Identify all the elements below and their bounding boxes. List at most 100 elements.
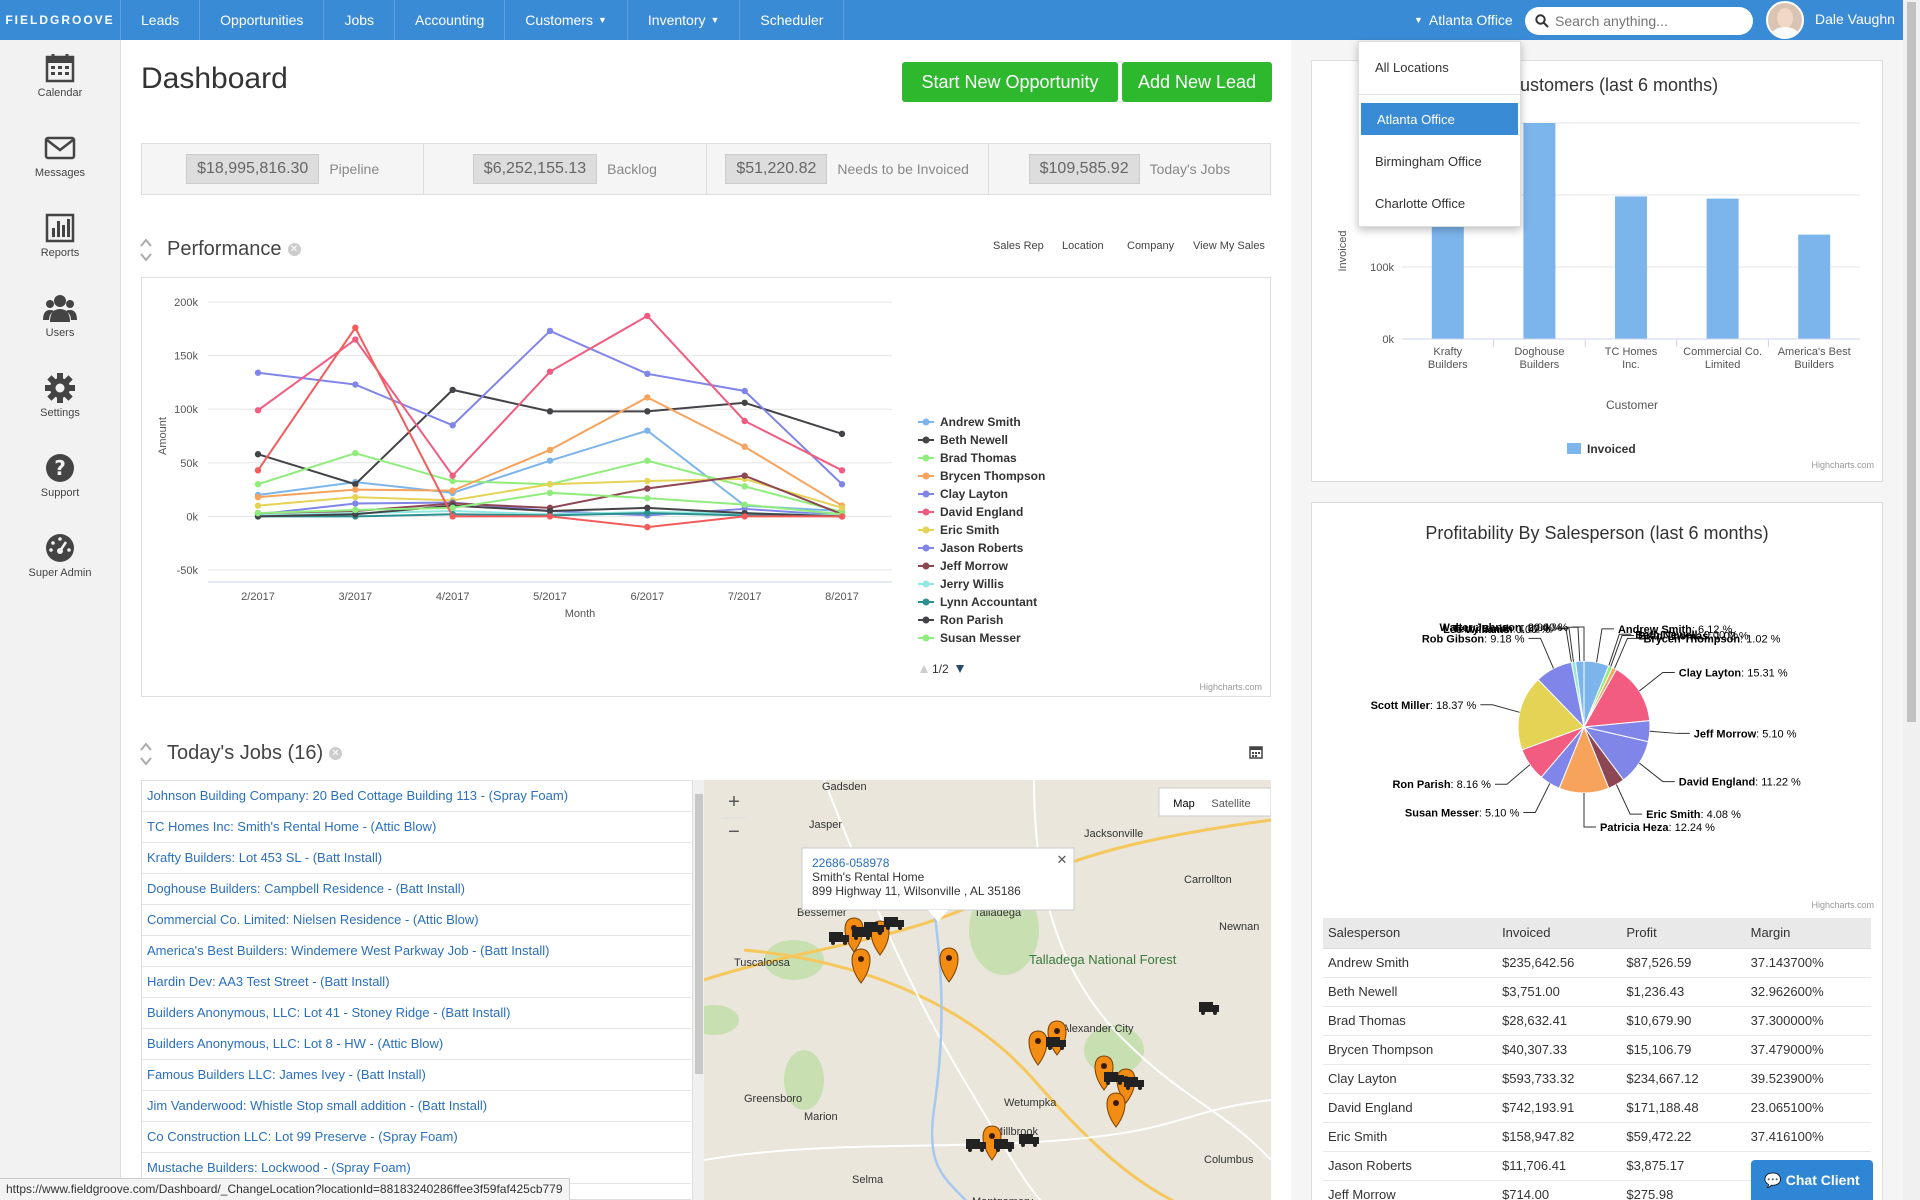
location-option-all[interactable]: All Locations — [1375, 60, 1449, 75]
data-point[interactable] — [352, 481, 359, 488]
map-pin-icon[interactable] — [851, 948, 871, 984]
nav-jobs[interactable]: Jobs — [324, 0, 396, 40]
legend-item[interactable]: Jerry Willis — [940, 577, 1004, 591]
sidebar-item-reports[interactable]: Reports — [0, 212, 120, 282]
data-point[interactable] — [546, 327, 554, 335]
data-point[interactable] — [644, 427, 651, 434]
table-row[interactable]: Clay Layton $593,733.32 $234,667.12 39.5239… — [1323, 1064, 1871, 1094]
data-point[interactable] — [644, 485, 651, 492]
data-point[interactable] — [838, 481, 846, 488]
job-list-item[interactable]: Krafty Builders: Lot 453 SL - (Batt Inst… — [142, 843, 691, 874]
close-icon[interactable]: ✕ — [329, 747, 343, 761]
data-point[interactable] — [741, 501, 748, 508]
data-point[interactable] — [741, 513, 748, 520]
data-point[interactable] — [741, 399, 748, 406]
bar[interactable] — [1523, 123, 1556, 339]
data-point[interactable] — [352, 324, 359, 331]
highcharts-credit[interactable]: Highcharts.com — [1199, 682, 1262, 692]
zoom-out-button[interactable]: − — [728, 821, 740, 843]
highcharts-credit[interactable]: Highcharts.com — [1811, 460, 1874, 470]
truck-icon[interactable] — [1124, 1077, 1144, 1090]
filter-view-my-sales[interactable]: View My Sales — [1193, 240, 1265, 252]
job-list-item[interactable]: TC Homes Inc: Smith's Rental Home - (Att… — [142, 812, 691, 843]
truck-icon[interactable] — [829, 932, 849, 945]
truck-icon[interactable] — [1104, 1072, 1124, 1085]
truck-icon[interactable] — [994, 1139, 1014, 1152]
job-list-item[interactable]: Hardin Dev: AA3 Test Street - (Batt Inst… — [142, 967, 691, 998]
data-point[interactable] — [546, 481, 554, 488]
job-list-item[interactable]: Builders Anonymous, LLC: Lot 41 - Stoney… — [142, 998, 691, 1029]
info-window-link[interactable]: 22686-058978 — [812, 856, 890, 870]
legend-next-icon[interactable] — [956, 665, 964, 673]
data-point[interactable] — [741, 472, 748, 479]
table-row[interactable]: Brycen Thompson $40,307.33 $15,106.79 37.47… — [1323, 1035, 1871, 1065]
data-point[interactable] — [838, 513, 846, 520]
legend-item[interactable]: Jeff Morrow — [940, 559, 1009, 573]
data-point[interactable] — [352, 506, 359, 514]
job-list-item[interactable]: America's Best Builders: Windemere West … — [142, 936, 691, 967]
data-point[interactable] — [449, 472, 456, 479]
data-point[interactable] — [254, 451, 262, 458]
zoom-in-button[interactable]: + — [728, 791, 740, 813]
collapse-toggle-icon[interactable] — [140, 237, 152, 263]
data-point[interactable] — [254, 502, 262, 509]
legend-item[interactable]: Susan Messer — [940, 631, 1021, 645]
data-point[interactable] — [741, 483, 748, 490]
legend-item[interactable]: Beth Newell — [940, 433, 1008, 447]
truck-icon[interactable] — [966, 1139, 986, 1152]
filter-company[interactable]: Company — [1127, 240, 1175, 252]
job-list-item[interactable]: Commercial Co. Limited: Nielsen Residenc… — [142, 905, 691, 936]
sidebar-item-messages[interactable]: Messages — [0, 132, 120, 202]
column-header[interactable]: Profit — [1621, 918, 1746, 949]
job-list-item[interactable]: Doghouse Builders: Campbell Residence - … — [142, 874, 691, 905]
job-list-item[interactable]: Builders Anonymous, LLC: Lot 8 - HW - (A… — [142, 1029, 691, 1060]
data-point[interactable] — [449, 477, 456, 485]
data-point[interactable] — [838, 504, 846, 512]
highcharts-credit[interactable]: Highcharts.com — [1811, 900, 1874, 910]
map-type-map-button[interactable]: Map — [1173, 798, 1194, 810]
window-scrollbar[interactable] — [1903, 0, 1920, 1200]
nav-customers[interactable]: Customers ▼ — [505, 0, 628, 40]
sidebar-item-super-admin[interactable]: Super Admin — [0, 532, 120, 602]
data-point[interactable] — [449, 513, 456, 520]
column-header[interactable]: Invoiced — [1497, 918, 1622, 949]
stat-todays-jobs[interactable]: $109,585.92 Today's Jobs — [989, 144, 1270, 194]
legend-item[interactable]: Brycen Thompson — [940, 469, 1045, 483]
bar[interactable] — [1798, 234, 1831, 339]
bar[interactable] — [1706, 198, 1739, 339]
job-list-item[interactable]: Famous Builders LLC: James Ivey - (Batt … — [142, 1060, 691, 1091]
legend-item[interactable]: Ron Parish — [940, 613, 1003, 627]
data-point[interactable] — [644, 509, 651, 517]
data-point[interactable] — [644, 504, 651, 512]
data-point[interactable] — [546, 446, 554, 454]
sidebar-item-users[interactable]: Users — [0, 292, 120, 362]
nav-inventory[interactable]: Inventory ▼ — [628, 0, 741, 40]
data-point[interactable] — [449, 386, 456, 394]
data-point[interactable] — [254, 509, 262, 517]
data-point[interactable] — [546, 368, 554, 375]
stat-needs-invoiced[interactable]: $51,220.82 Needs to be Invoiced — [707, 144, 989, 194]
truck-icon[interactable] — [1046, 1037, 1066, 1050]
truck-icon[interactable] — [1199, 1002, 1219, 1015]
add-new-lead-button[interactable]: Add New Lead — [1122, 62, 1272, 102]
chat-client-button[interactable]: 💬 Chat Client — [1751, 1160, 1873, 1200]
legend-item[interactable]: Lynn Accountant — [940, 595, 1037, 609]
data-point[interactable] — [352, 500, 359, 507]
data-point[interactable] — [644, 312, 651, 320]
user-name[interactable]: Dale Vaughn — [1815, 11, 1895, 27]
location-selector[interactable]: ▼ Atlanta Office — [1414, 0, 1513, 40]
nav-opportunities[interactable]: Opportunities — [200, 0, 325, 40]
avatar[interactable] — [1766, 1, 1804, 39]
data-point[interactable] — [352, 493, 359, 501]
map-pin-icon[interactable] — [939, 947, 959, 983]
series-line[interactable] — [257, 388, 843, 486]
truck-icon[interactable] — [864, 922, 884, 935]
truck-icon[interactable] — [884, 917, 904, 930]
start-new-opportunity-button[interactable]: Start New Opportunity — [902, 62, 1118, 102]
jobs-list-scrollbar[interactable] — [692, 780, 704, 1200]
data-point[interactable] — [838, 467, 846, 474]
table-row[interactable]: Eric Smith $158,947.82 $59,472.22 37.416100… — [1323, 1122, 1871, 1152]
table-row[interactable]: Andrew Smith $235,642.56 $87,526.59 37.1437… — [1323, 948, 1871, 978]
bar[interactable] — [1615, 196, 1647, 339]
filter-sales-rep[interactable]: Sales Rep — [993, 240, 1044, 252]
